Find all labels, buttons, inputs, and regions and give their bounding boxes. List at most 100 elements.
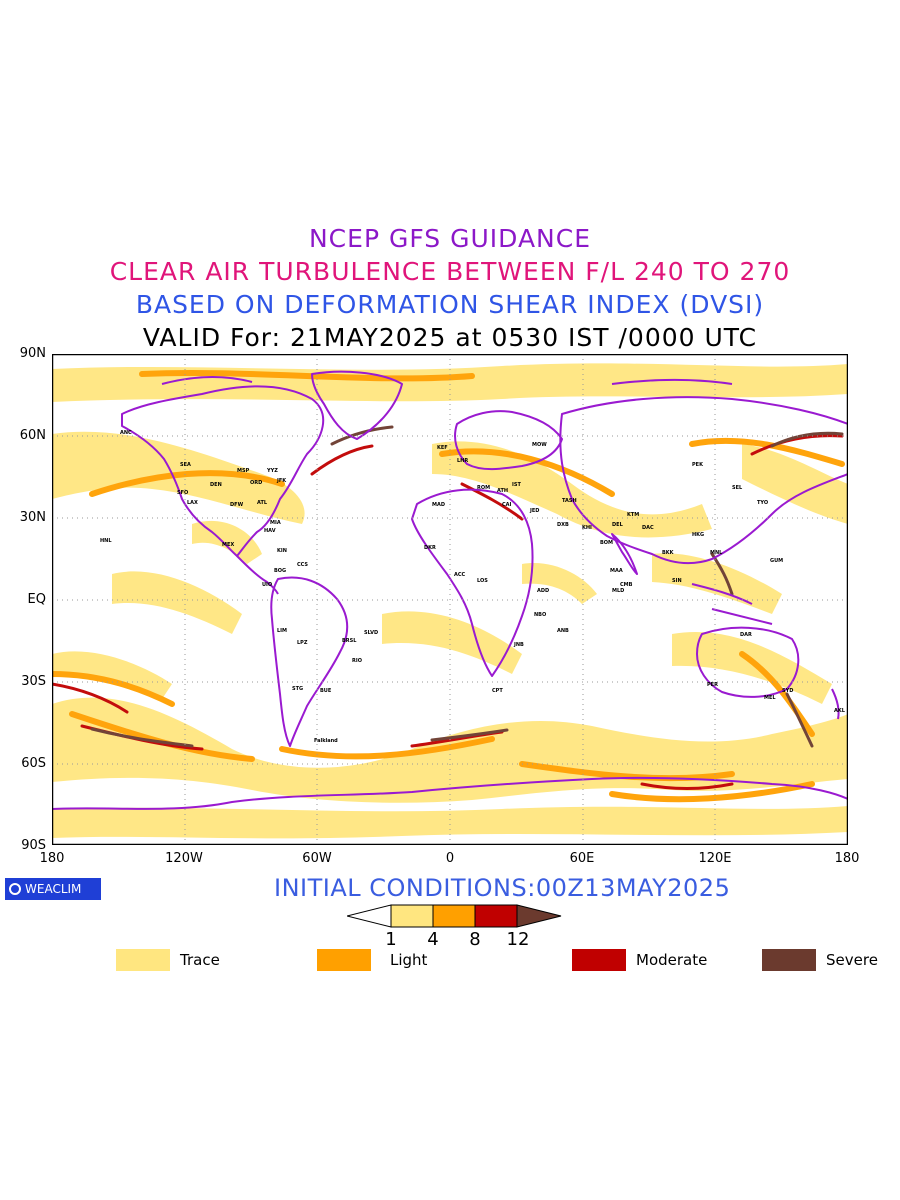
map-frame [52,354,848,845]
title-product: CLEAR AIR TURBULENCE BETWEEN F/L 240 TO … [109,257,791,286]
station-label: BRSL [342,638,357,644]
legend-swatch-light [317,949,371,971]
colorbar-tick: 12 [506,929,530,950]
station-label: TYO [757,500,768,506]
station-label: MEX [222,542,234,548]
station-label: KEF [437,445,448,451]
lon-label: 180 [39,851,65,866]
legend-label-light: Light [390,951,428,969]
colorbar [347,904,562,928]
station-label: YYZ [266,468,278,474]
station-label: PEK [692,462,704,468]
station-label: STG [292,686,303,692]
station-label: KIN [277,548,287,554]
colorbar-segment-light [432,904,476,928]
logo-text: WEACLIM [25,882,82,896]
station-label: JNB [513,642,524,648]
station-label: LHR [457,458,468,464]
station-label: AKL [834,708,846,714]
station-label: GUM [770,558,783,564]
station-label: HNL [100,538,112,544]
legend-swatch-moderate [572,949,626,971]
station-label: SEL [732,485,743,491]
colorbar-segment-trace [390,904,434,928]
station-label: HAV [264,528,276,534]
station-label: PER [707,682,718,688]
station-label: NBO [534,612,546,618]
colorbar-tick: 8 [469,929,481,950]
station-labels: ANC SEA SFO LAX DEN DFW MSP ORD ATL JFK … [100,430,846,744]
station-label: BKK [662,550,675,556]
lat-label: 30S [21,674,46,689]
station-label: DEN [210,482,222,488]
station-label: LIM [277,628,287,634]
station-label: MEL [764,695,776,701]
station-label: MLD [612,588,624,594]
station-label: DAR [740,632,752,638]
lon-label: 0 [445,851,455,866]
station-label: TASH [562,498,577,504]
station-label: DEL [612,522,624,528]
lat-label: 90S [21,838,46,853]
station-label: JED [529,508,539,514]
station-label: DFW [230,502,244,508]
title-method: BASED ON DEFORMATION SHEAR INDEX (DVSI) [135,290,765,319]
lat-label: 60S [21,756,46,771]
station-label: BOG [274,568,286,574]
station-label: ATL [257,500,268,506]
station-label: ANB [557,628,569,634]
legend-swatch-severe [762,949,816,971]
lon-label: 60W [302,851,332,866]
station-label: SYD [782,688,793,694]
station-label: MNL [710,550,723,556]
station-label: DXB [557,522,569,528]
legend-label-moderate: Moderate [636,951,708,969]
station-label: BUE [320,688,332,694]
weaclim-logo: WEACLIM [5,878,101,900]
lon-label: 60E [569,851,595,866]
lat-label: 60N [19,428,46,443]
legend-swatch-trace [116,949,170,971]
station-label: JFK [276,478,287,484]
station-label: DKR [424,545,436,551]
colorbar-high-arrow [516,904,562,928]
station-label: SIN [672,578,682,584]
logo-ring-icon [9,883,21,895]
title-model: NCEP GFS GUIDANCE [308,224,591,253]
station-label: LPZ [297,640,308,646]
station-label: LAX [187,500,198,506]
lat-label: EQ [27,592,46,607]
station-label: ANC [120,430,132,436]
coastlines [52,370,848,810]
lon-label: 120E [698,851,732,866]
station-label: MOW [532,442,547,448]
lat-label: 90N [19,346,46,361]
initial-conditions: INITIAL CONDITIONS:00Z13MAY2025 [274,874,731,902]
station-label: IST [512,482,521,488]
legend-label-severe: Severe [826,951,878,969]
turbulence-map: ANC SEA SFO LAX DEN DFW MSP ORD ATL JFK … [52,354,848,845]
station-label: Falkland [314,738,338,744]
station-label: SLVD [364,630,378,636]
colorbar-segment-moderate [474,904,518,928]
legend-label-trace: Trace [180,951,220,969]
station-label: SFO [177,490,188,496]
lon-label: 180 [834,851,860,866]
station-label: SEA [180,462,191,468]
station-label: MAA [610,568,623,574]
graticule [52,354,848,845]
station-label: LOS [477,578,488,584]
station-label: UIO [262,582,272,588]
station-label: BOM [600,540,613,546]
station-label: CAI [502,502,512,508]
station-label: ORD [250,480,262,486]
station-label: ADD [537,588,549,594]
station-label: MAD [432,502,445,508]
lat-label: 30N [19,510,46,525]
station-label: DAC [642,525,654,531]
title-valid-time: VALID For: 21MAY2025 at 0530 IST /0000 U… [142,323,758,352]
colorbar-low-arrow [347,904,392,928]
station-label: CCS [297,562,308,568]
station-label: ROM [477,485,490,491]
station-label: ACC [454,572,466,578]
